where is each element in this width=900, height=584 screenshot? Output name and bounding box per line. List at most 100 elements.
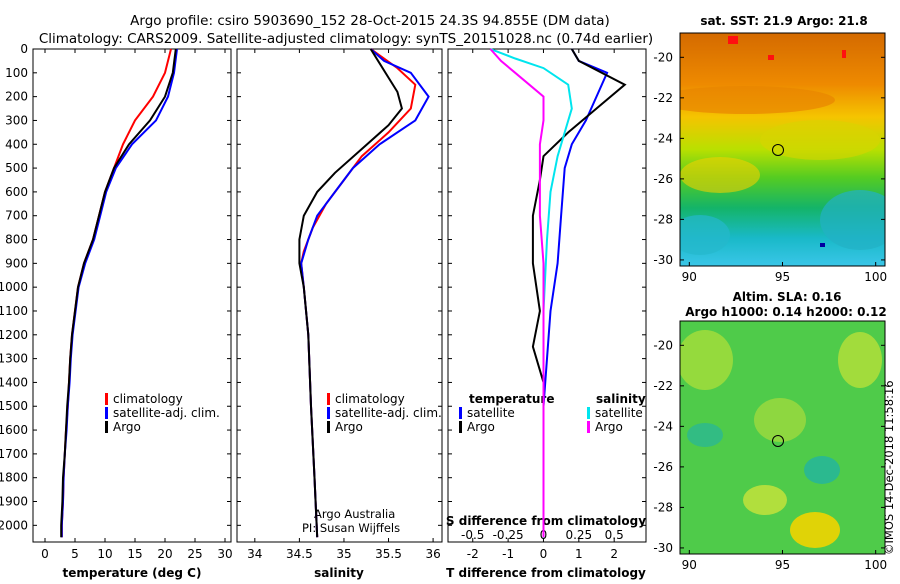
x-tick-label: 35.5 bbox=[375, 547, 402, 561]
y-tick-label: 1500 bbox=[0, 399, 28, 413]
legend-label-satellite: satellite-adj. clim. bbox=[113, 406, 220, 420]
map-y-tick-label: -24 bbox=[653, 419, 673, 433]
sla-high-patch bbox=[838, 332, 882, 388]
series-line bbox=[490, 48, 573, 538]
map-y-tick-label: -20 bbox=[653, 50, 673, 64]
sla-map-title-1: Altim. SLA: 0.16 bbox=[733, 290, 842, 304]
temperature-axes-frame bbox=[32, 48, 232, 543]
x-tick-label: -2 bbox=[467, 547, 479, 561]
top-x-tick-label: 0.25 bbox=[565, 528, 592, 542]
y-tick-label: 500 bbox=[5, 161, 28, 175]
top-x-tick-label: -0.25 bbox=[493, 528, 524, 542]
temperature-xlabel: temperature (deg C) bbox=[63, 566, 202, 580]
y-tick-label: 800 bbox=[5, 233, 28, 247]
legend-label-argo: Argo bbox=[335, 420, 363, 434]
map-x-tick-label: 95 bbox=[775, 558, 790, 572]
map-x-tick-label: 100 bbox=[864, 270, 887, 284]
x-tick-label: 2 bbox=[610, 547, 618, 561]
difference-legend: temperature satellite Argo salinity sate… bbox=[459, 392, 646, 434]
x-tick-label: 36 bbox=[425, 547, 440, 561]
map-y-tick-label: -28 bbox=[653, 500, 673, 514]
legend-swatch-t-argo bbox=[459, 421, 462, 433]
y-tick-label: 2000 bbox=[0, 518, 28, 532]
legend-swatch-satellite bbox=[105, 407, 108, 419]
legend-label-s-argo: Argo bbox=[595, 420, 623, 434]
argo-australia-annotation: Argo Australia bbox=[314, 507, 395, 521]
sst-map-title: sat. SST: 21.9 Argo: 21.8 bbox=[700, 14, 867, 28]
top-x-tick-label: -0.5 bbox=[461, 528, 484, 542]
difference-axes-frame bbox=[447, 48, 647, 543]
x-tick-label: 25 bbox=[187, 547, 202, 561]
sla-low-patch bbox=[687, 423, 723, 447]
legend-label-s-satellite: satellite bbox=[595, 406, 643, 420]
map-y-tick-label: -26 bbox=[653, 172, 673, 186]
legend-label-climatology: climatology bbox=[335, 392, 405, 406]
map-y-tick-label: -20 bbox=[653, 338, 673, 352]
x-tick-label: 15 bbox=[127, 547, 142, 561]
title-line-1: Argo profile: csiro 5903690_152 28-Oct-2… bbox=[130, 13, 610, 29]
x-tick-label: 1 bbox=[575, 547, 583, 561]
y-tick-label: 0 bbox=[20, 42, 28, 56]
legend-swatch-argo bbox=[105, 421, 108, 433]
map-x-tick-label: 90 bbox=[682, 558, 697, 572]
legend-swatch-s-satellite bbox=[587, 407, 590, 419]
y-tick-label: 1800 bbox=[0, 471, 28, 485]
sst-yellow-patch bbox=[680, 157, 760, 193]
sst-cold-pixel bbox=[820, 243, 825, 247]
y-tick-label: 900 bbox=[5, 256, 28, 270]
y-tick-label: 100 bbox=[5, 66, 28, 80]
y-tick-label: 400 bbox=[5, 137, 28, 151]
sla-high-patch bbox=[743, 485, 787, 515]
y-tick-label: 1300 bbox=[0, 352, 28, 366]
difference-panel: T difference from climatology S differen… bbox=[446, 48, 647, 580]
legend-swatch-satellite bbox=[327, 407, 330, 419]
y-tick-label: 600 bbox=[5, 185, 28, 199]
x-tick-label: 35 bbox=[336, 547, 351, 561]
y-tick-label: 1000 bbox=[0, 280, 28, 294]
legend-swatch-climatology bbox=[105, 393, 108, 405]
sst-hot-pixel bbox=[728, 36, 738, 44]
legend-swatch-s-argo bbox=[587, 421, 590, 433]
x-tick-label: 0 bbox=[41, 547, 49, 561]
x-tick-label: 10 bbox=[97, 547, 112, 561]
map-x-tick-label: 100 bbox=[864, 558, 887, 572]
series-line bbox=[300, 48, 417, 538]
legend-swatch-climatology bbox=[327, 393, 330, 405]
temperature-panel: temperature (deg C) climatology satellit… bbox=[32, 48, 232, 580]
sla-high-patch bbox=[680, 330, 733, 390]
title-line-2: Climatology: CARS2009. Satellite-adjuste… bbox=[39, 31, 653, 47]
x-tick-label: 30 bbox=[217, 547, 232, 561]
salinity-axes-frame bbox=[236, 48, 443, 543]
series-line bbox=[60, 48, 177, 538]
temperature-legend: climatology satellite-adj. clim. Argo bbox=[105, 392, 220, 434]
map-x-tick-label: 90 bbox=[682, 270, 697, 284]
x-tick-label: -1 bbox=[502, 547, 514, 561]
sst-cool-patch bbox=[680, 215, 730, 255]
legend-label-t-argo: Argo bbox=[467, 420, 495, 434]
sla-map-title-2: Argo h1000: 0.14 h2000: 0.12 bbox=[685, 305, 886, 319]
map-y-tick-label: -28 bbox=[653, 212, 673, 226]
y-tick-label: 700 bbox=[5, 209, 28, 223]
y-tick-label: 200 bbox=[5, 90, 28, 104]
y-tick-label: 1200 bbox=[0, 328, 28, 342]
series-line bbox=[489, 48, 545, 538]
sst-hot-pixel bbox=[768, 55, 774, 60]
series-line bbox=[531, 48, 627, 538]
map-y-tick-label: -26 bbox=[653, 460, 673, 474]
sla-low-patch bbox=[804, 456, 840, 484]
y-tick-label: 300 bbox=[5, 113, 28, 127]
pi-annotation: PI: Susan Wijffels bbox=[302, 521, 400, 535]
y-tick-label: 1400 bbox=[0, 375, 28, 389]
difference-top-xlabel: S difference from climatology bbox=[446, 514, 646, 528]
sla-map: Altim. SLA: 0.16 Argo h1000: 0.14 h2000:… bbox=[679, 290, 887, 555]
map-y-tick-label: -30 bbox=[653, 253, 673, 267]
legend-label-climatology: climatology bbox=[113, 392, 183, 406]
sst-cool-patch bbox=[820, 190, 885, 250]
legend-label-satellite: satellite-adj. clim. bbox=[335, 406, 442, 420]
y-tick-label: 1900 bbox=[0, 495, 28, 509]
legend-title-salinity: salinity bbox=[596, 392, 646, 406]
map-y-tick-label: -22 bbox=[653, 379, 673, 393]
salinity-legend: climatology satellite-adj. clim. Argo bbox=[327, 392, 442, 434]
series-line bbox=[300, 48, 430, 538]
